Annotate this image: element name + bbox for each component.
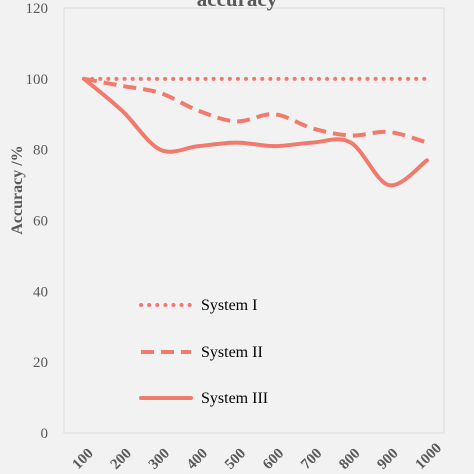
x-tick-label: 400 — [184, 446, 211, 473]
y-tick-label: 20 — [33, 355, 48, 371]
y-tick-label: 100 — [26, 72, 49, 88]
legend: System I System II System III — [139, 297, 268, 407]
plot-area — [63, 7, 445, 434]
y-tick-label: 40 — [33, 284, 48, 300]
legend-label: System III — [201, 390, 268, 407]
y-tick-label: 120 — [26, 1, 49, 17]
x-tick-label: 800 — [336, 446, 363, 473]
x-tick-label: 600 — [260, 446, 287, 473]
y-tick-label: 0 — [41, 426, 49, 442]
y-axis-ticks: 0 20 40 60 80 100 120 — [26, 1, 49, 442]
x-tick-label: 900 — [374, 446, 401, 473]
legend-label: System II — [201, 344, 263, 361]
y-tick-label: 60 — [33, 214, 48, 230]
series-lines — [82, 76, 429, 188]
chart-title: accuracy — [197, 0, 278, 11]
x-tick-label: 300 — [146, 446, 173, 473]
series-line-3 — [82, 76, 429, 188]
x-tick-label: 500 — [222, 446, 249, 473]
x-tick-label: 100 — [70, 446, 97, 473]
legend-label: System I — [201, 297, 257, 314]
x-tick-label: 200 — [108, 446, 135, 473]
y-tick-label: 80 — [33, 143, 48, 159]
y-axis-title: Accuracy /% — [9, 145, 26, 234]
x-tick-label: 700 — [298, 446, 325, 473]
x-axis-ticks: 100 200 300 400 500 600 700 800 900 1000 — [70, 440, 446, 473]
x-tick-label: 1000 — [413, 440, 446, 473]
